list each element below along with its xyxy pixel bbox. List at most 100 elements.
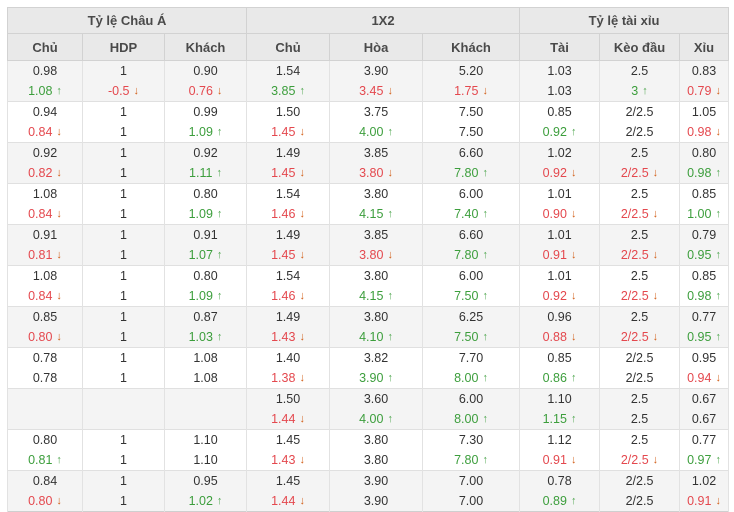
odds-cell: 4.10 ↑ [329,327,424,348]
odds-value: 1 [120,494,127,508]
arrow-down-icon: ↓ [56,126,62,138]
odds-value: 1 [120,248,127,262]
odds-cell: 1.44 ↓ [246,409,331,430]
odds-value: 1.11 [189,166,213,180]
odds-cell: 4.00 ↑ [329,122,424,143]
odds-cell: 1.00 ↑ [679,204,730,225]
odds-table-header: Tỷ lệ Châu Á 1X2 Tỷ lệ tài xỉu Chủ HDP K… [6,7,730,61]
odds-value: 2/2.5 [620,166,649,180]
odds-value: 1.49 [275,310,301,324]
odds-value: 3.90 [363,64,389,78]
odds-value: 1 [120,125,127,139]
odds-cell: 1.45 [246,429,331,450]
arrow-down-icon: ↓ [299,249,305,261]
odds-value: 0.80 [193,269,218,283]
odds-value: 1.46 [271,207,296,221]
odds-value: 2.5 [630,310,649,324]
arrow-up-icon: ↑ [216,208,223,220]
odds-cell: 7.50 [422,122,521,143]
odds-value: 1.54 [275,269,301,283]
odds-cell: 3.90 [329,470,424,491]
odds-value: 0.94 [687,371,712,385]
odds-cell: 0.85 [679,265,730,286]
odds-cell: 1.54 [246,265,331,286]
odds-cell: 0.90 ↓ [519,204,601,225]
odds-row: 0.91 1 0.91 1.49 3.85 6.60 1.01 2.5 0.79 [7,224,730,245]
odds-value: 1.02 [691,474,717,488]
odds-value: 0.86 [542,371,567,385]
odds-value: 0.78 [32,371,58,385]
odds-cell: 7.80 ↑ [422,163,521,184]
odds-cell: 8.00 ↑ [422,368,521,389]
arrow-down-icon: ↓ [299,208,305,220]
odds-value: 7.50 [454,330,479,344]
odds-value: 1.43 [271,330,296,344]
odds-cell: 1.45 ↓ [246,163,331,184]
odds-cell: 1 [82,286,165,307]
arrow-down-icon: ↓ [56,249,62,261]
odds-value: 3.80 [363,269,389,283]
odds-row: 0.80 ↓ 1 1.02 ↑ 1.44 ↓ 3.90 7.00 0.89 ↑ 2/2.5 0.91 ↓ [7,491,730,512]
odds-cell: 0.79 [679,224,730,245]
odds-value: 1.10 [193,433,218,447]
odds-cell: 0.96 [519,306,601,327]
odds-cell: 1.44 ↓ [246,491,331,512]
arrow-up-icon: ↑ [387,126,393,138]
odds-cell: 0.85 [679,183,730,204]
arrow-down-icon: ↓ [570,454,577,466]
odds-value: 1 [120,310,127,324]
odds-cell: 1.54 [246,60,331,81]
arrow-down-icon: ↓ [570,290,577,302]
odds-value: 0.80 [193,187,218,201]
odds-cell: 0.91 [163,224,248,245]
odds-row: 1.08 1 0.80 1.54 3.80 6.00 1.01 2.5 0.85 [7,265,730,286]
col-header-1x2-home: Chủ [246,33,331,61]
odds-cell: 0.92 ↑ [519,122,601,143]
odds-cell: 1.46 ↓ [246,204,331,225]
odds-value: 0.80 [32,433,58,447]
odds-cell: 2/2.5 [599,491,681,512]
odds-value: 7.00 [458,474,484,488]
arrow-up-icon: ↑ [216,290,223,302]
odds-value: 7.80 [454,453,479,467]
odds-cell: 1.08 [7,265,83,286]
odds-value: 7.70 [458,351,484,365]
odds-cell: 0.86 ↑ [519,368,601,389]
arrow-down-icon: ↓ [570,249,577,261]
odds-cell: 1.45 ↓ [246,122,331,143]
odds-table-body: 0.98 1 0.90 1.54 3.90 5.20 1.03 2.5 0.83 1.08 ↑ -0.… [7,60,730,512]
odds-cell: 1 [82,450,165,471]
odds-cell: 0.67 [679,409,730,430]
odds-value: 1.03 [188,330,213,344]
odds-cell: 1.08 [7,183,83,204]
odds-cell: 0.84 [7,470,83,491]
col-header-ou-line: Kèo đầu [599,33,681,61]
odds-cell: 0.87 [163,306,248,327]
arrow-down-icon: ↓ [482,85,488,97]
odds-cell: 7.70 [422,347,521,368]
odds-value: 7.40 [454,207,479,221]
odds-cell: 3.85 [329,142,424,163]
odds-value: 1.03 [547,64,572,78]
arrow-up-icon: ↑ [482,249,488,261]
odds-value: 1 [120,105,127,119]
odds-value: 1 [120,351,127,365]
col-header-ah-hdp: HDP [82,33,165,61]
odds-cell: 0.91 ↓ [519,245,601,266]
odds-cell [163,409,248,430]
odds-cell: 0.91 ↓ [679,491,730,512]
arrow-up-icon: ↑ [715,208,721,220]
arrow-up-icon: ↑ [216,126,223,138]
odds-value: 0.98 [687,166,712,180]
odds-value: 7.80 [454,166,479,180]
odds-cell: 0.77 [679,429,730,450]
odds-value: 0.83 [691,64,717,78]
odds-value: 1.09 [188,125,213,139]
odds-cell: 4.15 ↑ [329,204,424,225]
odds-value: 1.01 [547,269,572,283]
odds-value: 1.45 [275,433,301,447]
odds-value: 0.78 [547,474,572,488]
odds-cell: 0.82 ↓ [7,163,83,184]
odds-cell: 3.82 [329,347,424,368]
odds-value: 3.75 [363,105,389,119]
